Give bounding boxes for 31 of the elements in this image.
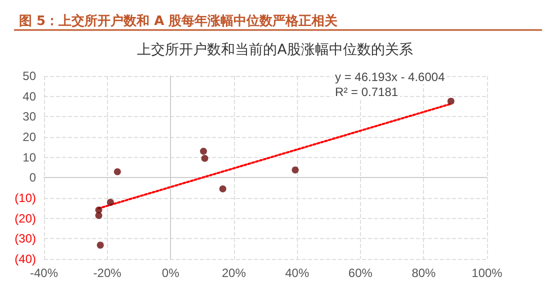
y-tick-label: (30) [14, 232, 36, 246]
point [447, 98, 454, 105]
point [106, 198, 114, 206]
x-tick-label: 100% [472, 266, 503, 280]
point [201, 154, 208, 162]
chart-subtitle: 上交所开户数和当前的A股涨幅中位数的关系 [137, 42, 413, 58]
x-tick-label: -40% [30, 266, 58, 280]
x-tick-label: 40% [285, 266, 310, 280]
x-tick-label: 20% [222, 266, 246, 280]
y-tick-label: 30 [22, 110, 36, 124]
y-tick-label: (40) [14, 252, 36, 266]
chart-title: 图 5：上交所开户数和 A 股每年涨幅中位数严格正相关 [19, 13, 339, 29]
point [114, 168, 121, 176]
x-tick-label: 0% [162, 266, 180, 280]
y-tick-label: 20 [22, 130, 36, 144]
y-tick-label: 40 [22, 89, 36, 104]
annotation: y = 46.193x - 4.6004 [335, 70, 446, 84]
x-tick-label: 60% [348, 266, 373, 280]
point [95, 212, 102, 219]
x-tick-label: 80% [412, 266, 436, 280]
point [200, 148, 207, 155]
x-tick-label: -20% [93, 266, 122, 280]
point [219, 185, 226, 192]
y-tick-label: 0 [29, 170, 36, 185]
y-tick-label: 10 [22, 150, 36, 164]
point [96, 242, 104, 249]
y-tick-label: (10) [14, 191, 36, 205]
y-tick-label: 50 [22, 69, 36, 83]
point [292, 166, 299, 174]
y-tick-label: (20) [14, 211, 36, 226]
annotation: R² = 0.7181 [335, 85, 398, 99]
